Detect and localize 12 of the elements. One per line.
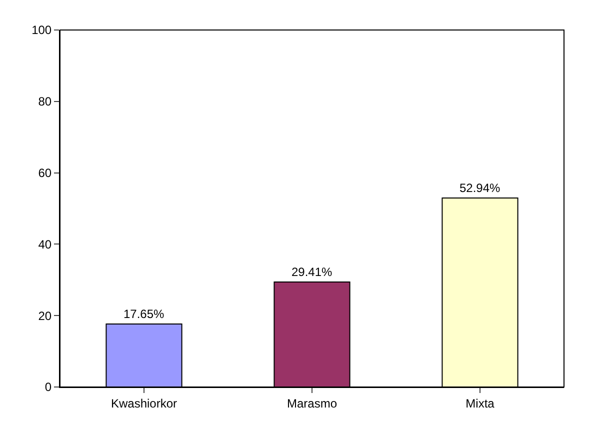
y-tick-label: 100	[32, 23, 52, 38]
y-tick-label: 40	[38, 237, 52, 252]
data-label: 29.41%	[291, 265, 333, 280]
x-tick-label: Kwashiorkor	[110, 396, 178, 410]
y-tick-label: 0	[44, 380, 52, 394]
y-tick-label: 80	[38, 94, 52, 109]
data-label: 17.65%	[123, 306, 165, 321]
y-tick-label: 20	[38, 308, 52, 323]
x-tick-label: Mixta	[466, 396, 495, 410]
y-tick-label: 60	[38, 166, 52, 180]
data-label: 52.94%	[459, 181, 501, 195]
x-tick-label: Marasmo	[286, 396, 338, 410]
